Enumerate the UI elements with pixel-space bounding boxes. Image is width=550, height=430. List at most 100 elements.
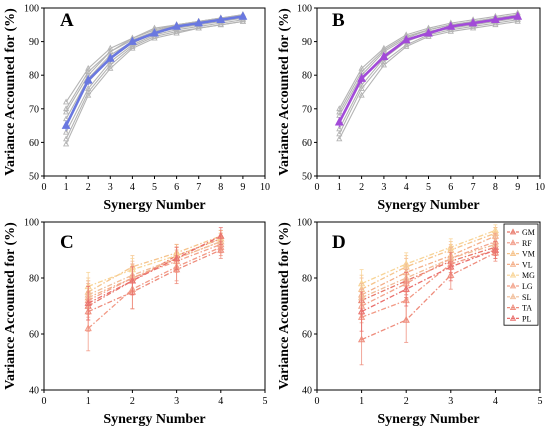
x-tick-label: 5 — [426, 182, 431, 193]
y-tick-label: 80 — [302, 274, 312, 285]
x-tick-label: 2 — [404, 396, 409, 407]
x-tick-label: 6 — [174, 182, 179, 193]
individual-point — [492, 21, 499, 28]
series-line — [361, 252, 496, 341]
mean-point — [61, 120, 71, 129]
individual-point — [151, 34, 158, 41]
mean-point — [172, 21, 182, 30]
x-tick-label: 9 — [240, 182, 245, 193]
y-tick-label: 100 — [297, 4, 312, 15]
x-tick-label: 1 — [64, 182, 69, 193]
x-tick-label: 3 — [381, 182, 386, 193]
x-tick-label: 2 — [130, 396, 135, 407]
x-tick-label: 10 — [535, 182, 545, 193]
panel-label: B — [332, 10, 345, 31]
individual-point — [380, 61, 387, 68]
legend-entry: LG — [522, 282, 533, 291]
individual-point — [85, 85, 92, 91]
mean-point — [127, 36, 137, 45]
x-tick-label: 10 — [260, 182, 270, 193]
series-line — [87, 240, 222, 296]
series-line — [87, 249, 222, 313]
x-tick-label: 3 — [448, 396, 453, 407]
individual-point — [447, 27, 454, 34]
legend-entry: RF — [522, 239, 532, 248]
x-axis-label: Synergy Number — [103, 412, 205, 427]
legend-marker — [509, 228, 517, 235]
x-tick-label: 3 — [108, 182, 113, 193]
series-line — [361, 229, 496, 285]
legend-entry: MG — [522, 271, 535, 280]
individual-point — [217, 21, 224, 28]
panel-label: A — [60, 10, 74, 31]
y-axis-label: Variance Accounted for (%) — [277, 222, 292, 390]
mean-point — [216, 14, 226, 24]
panel-c: 0 1 2 3 4 5 40 60 80 100 Synergy Number Variance Ac… — [3, 218, 268, 428]
individual-point — [514, 17, 521, 24]
x-tick-label: 1 — [359, 396, 364, 407]
mean-point — [238, 11, 248, 20]
individual-point — [336, 108, 343, 115]
x-axis-label: Synergy Number — [377, 198, 479, 213]
x-tick-label: 5 — [263, 396, 268, 407]
individual-point — [107, 61, 114, 68]
x-tick-label: 3 — [174, 396, 179, 407]
plot-frame — [316, 221, 541, 391]
x-tick-label: 8 — [493, 182, 498, 193]
legend-entry: TA — [522, 304, 532, 313]
individual-point — [358, 64, 365, 71]
series-line — [87, 235, 222, 304]
x-tick-label: 5 — [152, 182, 157, 193]
legend-marker — [509, 239, 517, 246]
x-tick-label: 4 — [404, 182, 409, 193]
plot-frame — [43, 221, 266, 391]
y-axis-label: Variance Accounted for (%) — [277, 8, 292, 176]
individual-point — [239, 17, 246, 24]
mean-point — [379, 51, 389, 61]
individual-point — [107, 44, 114, 51]
y-tick-label: 80 — [29, 274, 39, 285]
individual-point — [380, 58, 387, 65]
individual-point — [63, 140, 70, 147]
individual-point — [358, 85, 365, 91]
mean-point — [490, 14, 500, 24]
x-tick-label: 6 — [448, 182, 453, 193]
panel-a: 0 1 2 3 4 5 6 7 8 9 10 50 60 70 80 90 100 Synergy Number V… — [3, 4, 270, 214]
legend-marker — [509, 303, 517, 310]
panel-label: C — [60, 232, 74, 253]
individual-line — [338, 20, 518, 140]
individual-point — [85, 91, 92, 98]
individual-point — [63, 98, 70, 105]
individual-line — [65, 20, 243, 145]
y-tick-label: 40 — [302, 386, 312, 397]
y-tick-label: 80 — [302, 71, 312, 82]
series-point — [491, 226, 500, 234]
mean-point — [468, 18, 478, 27]
y-tick-label: 90 — [302, 37, 312, 48]
series-line — [87, 235, 222, 293]
legend-entry: VL — [522, 260, 533, 269]
individual-point — [470, 24, 477, 31]
x-tick-label: 5 — [538, 396, 543, 407]
individual-point — [358, 81, 365, 88]
individual-point — [129, 44, 136, 51]
mean-point — [446, 21, 456, 30]
series-point — [128, 276, 137, 284]
y-tick-label: 60 — [29, 330, 39, 341]
mean-point — [150, 28, 159, 37]
mean-point — [334, 117, 344, 126]
y-tick-label: 50 — [302, 172, 312, 183]
individual-point — [63, 108, 70, 115]
x-tick-label: 0 — [42, 396, 47, 407]
x-axis-label: Synergy Number — [103, 198, 205, 213]
panel-label: D — [332, 232, 346, 253]
y-tick-label: 60 — [302, 330, 312, 341]
y-tick-label: 100 — [24, 4, 39, 15]
x-tick-label: 7 — [471, 182, 476, 193]
individual-point — [403, 43, 410, 49]
mean-point — [424, 28, 433, 37]
series-line — [361, 232, 496, 290]
series-point — [402, 285, 410, 292]
